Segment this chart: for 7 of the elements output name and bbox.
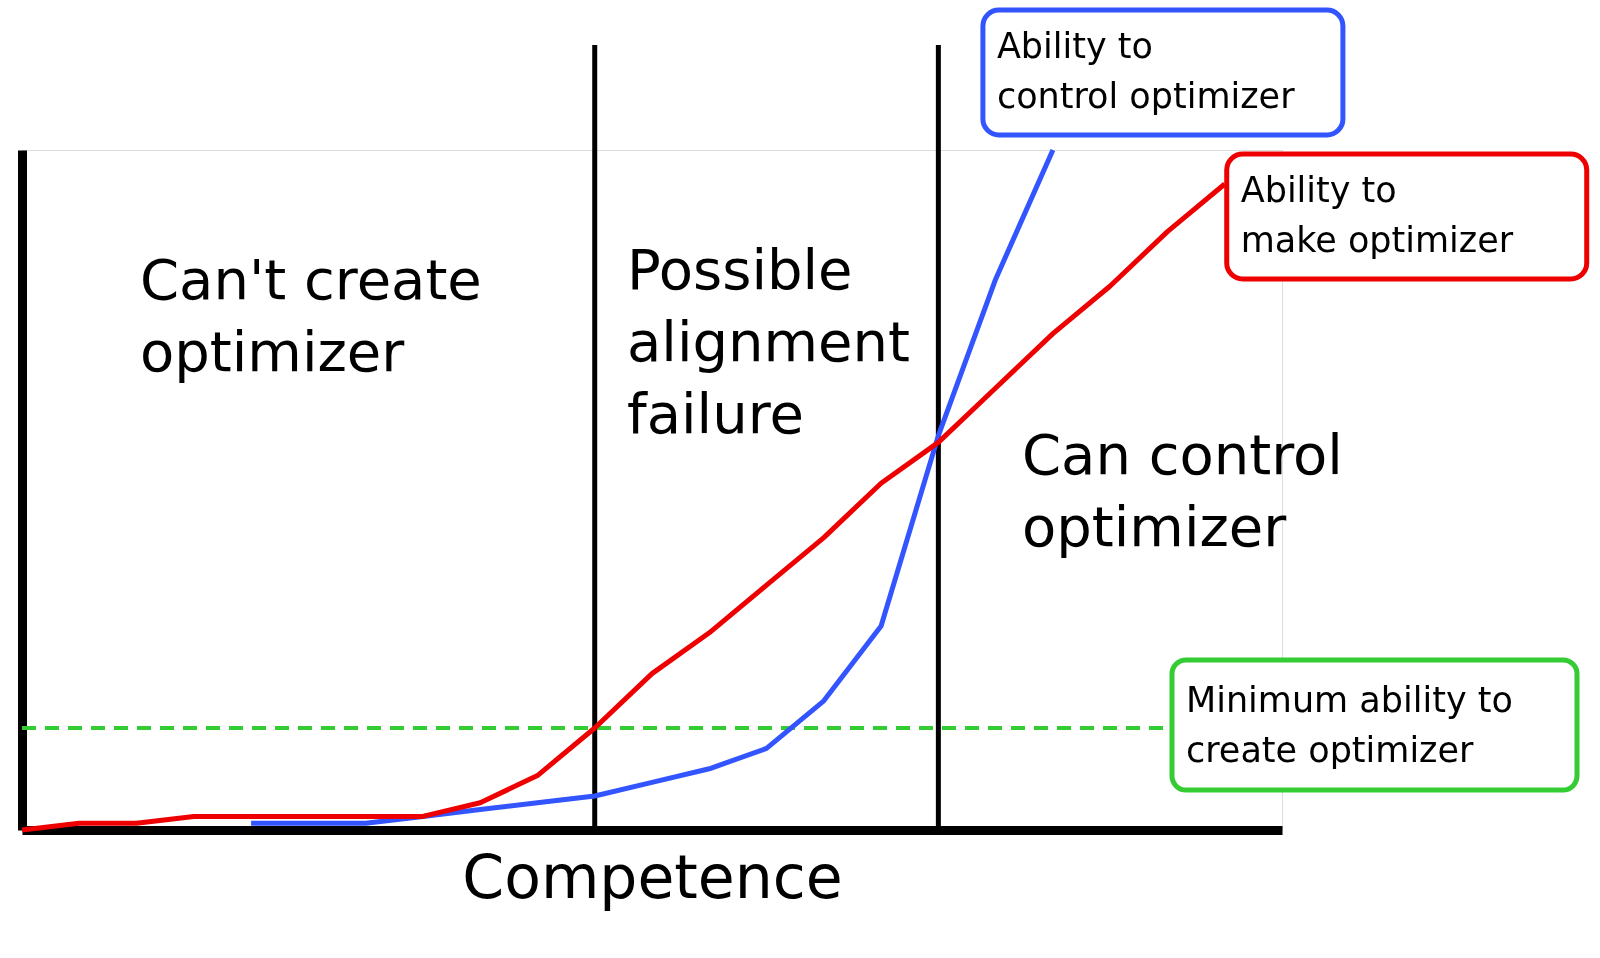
ref-line-label: Minimum ability to create optimizer bbox=[1186, 680, 1513, 770]
series-label: Ability to control optimizer bbox=[996, 26, 1296, 116]
annotation: Can control optimizer bbox=[1022, 422, 1343, 559]
annotation: Can't create optimizer bbox=[140, 247, 482, 384]
x-axis-title: Competence bbox=[462, 841, 843, 912]
annotation: Possible alignment failure bbox=[627, 237, 910, 446]
series-label: Ability to make optimizer bbox=[1240, 170, 1514, 260]
